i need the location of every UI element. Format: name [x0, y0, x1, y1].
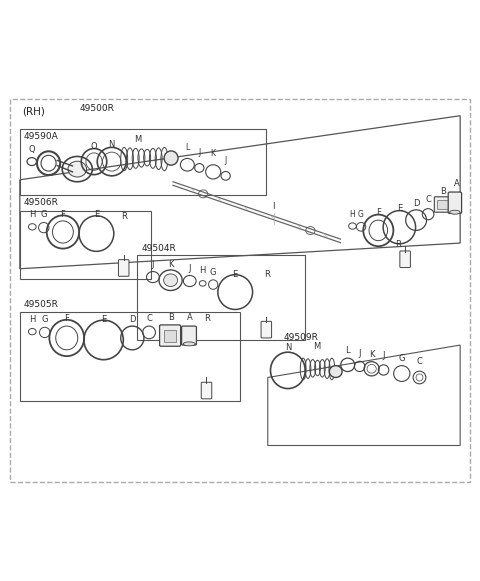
Text: J: J — [152, 260, 154, 269]
Text: F: F — [60, 210, 65, 218]
FancyBboxPatch shape — [201, 382, 212, 399]
Text: H: H — [200, 267, 206, 275]
Ellipse shape — [68, 161, 86, 177]
Ellipse shape — [164, 274, 178, 286]
Text: G: G — [40, 210, 47, 219]
Ellipse shape — [329, 365, 342, 378]
Text: B: B — [440, 187, 446, 196]
FancyBboxPatch shape — [261, 321, 272, 338]
Text: N: N — [108, 140, 115, 149]
Text: C: C — [417, 357, 422, 367]
FancyBboxPatch shape — [119, 260, 129, 276]
Text: 49500R: 49500R — [80, 103, 115, 113]
Text: 49504R: 49504R — [142, 244, 177, 253]
Text: L: L — [185, 143, 190, 152]
Text: D: D — [129, 315, 135, 324]
Text: E: E — [94, 210, 99, 219]
Text: H: H — [29, 210, 36, 219]
Text: K: K — [369, 350, 374, 358]
Text: K: K — [211, 149, 216, 159]
Ellipse shape — [183, 342, 195, 346]
Text: C: C — [146, 314, 152, 323]
Text: J: J — [198, 148, 201, 157]
Text: G: G — [358, 210, 363, 219]
FancyBboxPatch shape — [448, 192, 462, 213]
Text: 49506R: 49506R — [24, 198, 59, 207]
Text: 49509R: 49509R — [283, 333, 318, 342]
Text: Q: Q — [28, 145, 35, 154]
Text: J: J — [359, 349, 361, 358]
Text: R: R — [204, 314, 210, 323]
Text: H: H — [349, 210, 355, 219]
Text: D: D — [413, 199, 420, 208]
Text: G: G — [398, 354, 405, 363]
Ellipse shape — [450, 210, 460, 214]
FancyBboxPatch shape — [159, 325, 180, 346]
Text: E: E — [101, 315, 106, 324]
Text: H: H — [29, 315, 36, 324]
Text: M: M — [134, 135, 141, 144]
Text: G: G — [210, 268, 216, 277]
Text: (RH): (RH) — [22, 107, 45, 117]
Text: B: B — [168, 313, 174, 322]
Text: A: A — [187, 313, 192, 322]
Text: A: A — [454, 179, 460, 188]
Text: G: G — [41, 315, 48, 324]
Text: I: I — [272, 202, 275, 211]
Text: 49590A: 49590A — [24, 132, 59, 141]
Text: E: E — [233, 270, 238, 279]
Text: F: F — [64, 314, 69, 323]
Text: L: L — [346, 346, 350, 356]
Text: J: J — [225, 156, 227, 165]
FancyBboxPatch shape — [437, 200, 448, 209]
Text: O: O — [91, 142, 97, 151]
FancyBboxPatch shape — [181, 326, 196, 345]
Text: 49505R: 49505R — [24, 300, 59, 310]
Text: R: R — [396, 241, 401, 249]
Text: R: R — [121, 212, 127, 221]
Text: C: C — [425, 195, 431, 205]
FancyBboxPatch shape — [164, 330, 176, 342]
Text: J: J — [383, 351, 385, 360]
Text: M: M — [313, 342, 320, 350]
Text: R: R — [264, 270, 270, 279]
Text: K: K — [168, 260, 173, 269]
Text: E: E — [397, 205, 402, 213]
Text: F: F — [376, 209, 381, 217]
FancyBboxPatch shape — [434, 197, 451, 212]
Text: N: N — [285, 343, 291, 352]
FancyBboxPatch shape — [400, 251, 410, 268]
Ellipse shape — [164, 151, 178, 165]
Text: J: J — [189, 264, 191, 272]
